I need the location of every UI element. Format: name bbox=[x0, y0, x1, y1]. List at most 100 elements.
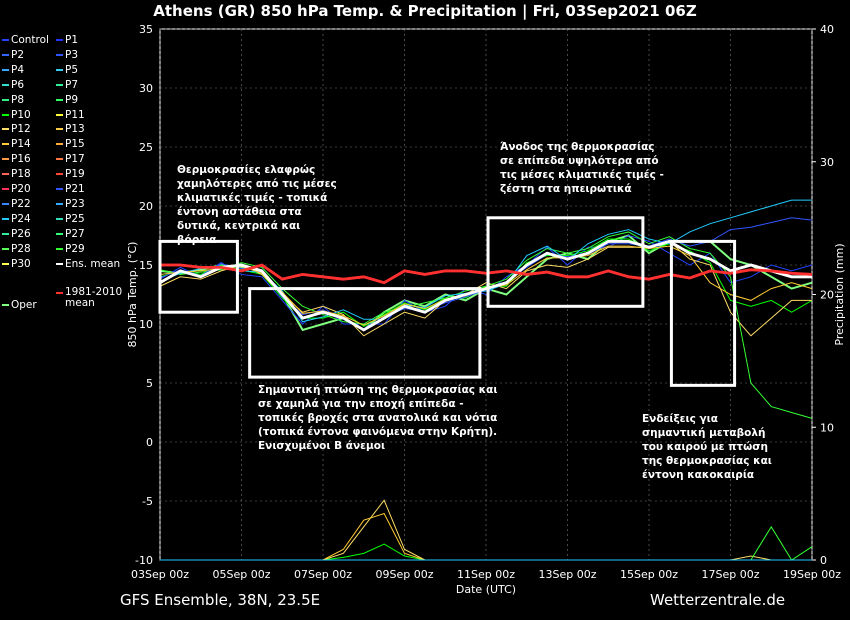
legend-swatch bbox=[56, 39, 63, 41]
legend-swatch bbox=[2, 68, 9, 71]
legend-item: P24 bbox=[2, 213, 31, 225]
legend-swatch bbox=[2, 113, 9, 116]
legend-label: Control bbox=[11, 34, 49, 46]
x-tick-label: 03Sep 00z bbox=[131, 568, 189, 581]
y2-tick-label: 0 bbox=[820, 554, 827, 567]
legend-label: P13 bbox=[65, 123, 85, 136]
legend-label: P18 bbox=[11, 168, 31, 181]
annotation-1: Θερμοκρασίες ελαφρώς χαμηλότερες από τις… bbox=[177, 164, 337, 246]
legend-swatch bbox=[2, 247, 9, 250]
annotation-3: Άνοδος της θερμοκρασίας σε επίπεδα υψηλό… bbox=[500, 141, 664, 195]
legend-item: P4 bbox=[2, 64, 24, 76]
legend-swatch bbox=[56, 53, 63, 56]
legend-item: Oper bbox=[2, 299, 37, 311]
legend-label: P3 bbox=[65, 48, 79, 61]
legend-item: P14 bbox=[2, 138, 31, 150]
legend-label: P22 bbox=[11, 197, 31, 210]
legend-item: P19 bbox=[56, 168, 85, 180]
y-tick-label: -10 bbox=[135, 554, 153, 567]
legend-label: P24 bbox=[11, 212, 31, 225]
legend-swatch bbox=[56, 188, 63, 190]
legend-swatch bbox=[2, 173, 9, 176]
legend-label: P11 bbox=[65, 108, 85, 121]
legend-item: P22 bbox=[2, 198, 31, 210]
series-line bbox=[159, 240, 812, 337]
x-axis-label: Date (UTC) bbox=[456, 583, 516, 596]
legend-label: P29 bbox=[65, 242, 85, 255]
legend-label: 1981-2010 mean bbox=[65, 286, 123, 309]
legend-item: P5 bbox=[56, 64, 78, 76]
x-tick-label: 07Sep 00z bbox=[294, 568, 352, 581]
legend-item: P16 bbox=[2, 153, 31, 165]
y-tick-label: 25 bbox=[139, 141, 153, 154]
legend-item: 1981-2010 mean bbox=[56, 287, 127, 309]
y2-tick-label: 20 bbox=[820, 289, 834, 302]
y-tick-label: 10 bbox=[139, 318, 153, 331]
legend-swatch bbox=[2, 128, 9, 131]
footer-site: Wetterzentrale.de bbox=[650, 591, 786, 609]
legend-label: P25 bbox=[65, 212, 85, 225]
legend-label: P2 bbox=[11, 48, 25, 61]
legend-item: Control bbox=[2, 34, 49, 46]
y2-tick-label: 40 bbox=[820, 23, 834, 36]
legend-label: P27 bbox=[65, 227, 85, 240]
legend-label: P4 bbox=[11, 63, 25, 76]
chart-title: Athens (GR) 850 hPa Temp. & Precipitatio… bbox=[153, 2, 697, 20]
legend-item: P9 bbox=[56, 94, 78, 106]
y-tick-label: 20 bbox=[139, 200, 153, 213]
legend-swatch bbox=[2, 202, 9, 205]
y2-tick-label: 10 bbox=[820, 421, 834, 434]
legend-swatch bbox=[56, 292, 63, 294]
legend-swatch bbox=[2, 39, 9, 41]
y-tick-label: 0 bbox=[146, 436, 153, 449]
y-tick-label: -5 bbox=[142, 495, 153, 508]
legend-item: P17 bbox=[56, 153, 85, 165]
legend-swatch bbox=[2, 188, 9, 190]
y-tick-label: 15 bbox=[139, 259, 153, 272]
legend-item: P25 bbox=[56, 213, 85, 225]
x-tick-label: 05Sep 00z bbox=[213, 568, 271, 581]
legend-swatch bbox=[2, 304, 9, 306]
legend-item: P26 bbox=[2, 228, 31, 240]
legend-label: P28 bbox=[11, 242, 31, 255]
legend-item: P18 bbox=[2, 168, 31, 180]
legend-label: Oper bbox=[11, 299, 37, 311]
legend-item: Ens. mean bbox=[56, 258, 120, 270]
legend-item: P13 bbox=[56, 123, 85, 135]
series-line-emphasis bbox=[159, 239, 812, 332]
legend-swatch bbox=[56, 217, 63, 220]
legend-label: P10 bbox=[11, 108, 31, 121]
legend-swatch bbox=[56, 247, 63, 250]
highlight-box bbox=[486, 216, 645, 308]
legend-label: P5 bbox=[65, 63, 79, 76]
legend-label: P17 bbox=[65, 153, 85, 166]
legend-swatch bbox=[56, 232, 63, 235]
legend-label: P7 bbox=[65, 78, 79, 91]
y-tick-label: 30 bbox=[139, 82, 153, 95]
legend-item: P8 bbox=[2, 94, 24, 106]
legend-item: P29 bbox=[56, 243, 85, 255]
legend-label: P15 bbox=[65, 138, 85, 151]
legend-swatch bbox=[56, 98, 63, 101]
highlight-box bbox=[248, 287, 482, 379]
legend-swatch bbox=[2, 98, 9, 101]
y-tick-label: 5 bbox=[146, 377, 153, 390]
highlight-box bbox=[669, 239, 737, 387]
annotation-4: Ενδείξεις για σημαντική μεταβολή του και… bbox=[642, 413, 772, 481]
x-tick-label: 17Sep 00z bbox=[702, 568, 760, 581]
legend-label: P23 bbox=[65, 197, 85, 210]
precip-line bbox=[160, 543, 812, 561]
legend-swatch bbox=[2, 143, 9, 146]
legend-item: P10 bbox=[2, 109, 31, 121]
x-tick-label: 13Sep 00z bbox=[539, 568, 597, 581]
legend-label: P26 bbox=[11, 227, 31, 240]
legend-swatch bbox=[56, 143, 63, 146]
series-line-emphasis bbox=[160, 263, 813, 285]
legend-item: P6 bbox=[2, 79, 24, 91]
y2-tick-label: 30 bbox=[820, 156, 834, 169]
legend-label: P30 bbox=[11, 257, 31, 270]
x-tick-label: 09Sep 00z bbox=[376, 568, 434, 581]
legend-item: P12 bbox=[2, 123, 31, 135]
legend-swatch bbox=[56, 113, 63, 116]
footer-source: GFS Ensemble, 38N, 23.5E bbox=[120, 591, 321, 609]
